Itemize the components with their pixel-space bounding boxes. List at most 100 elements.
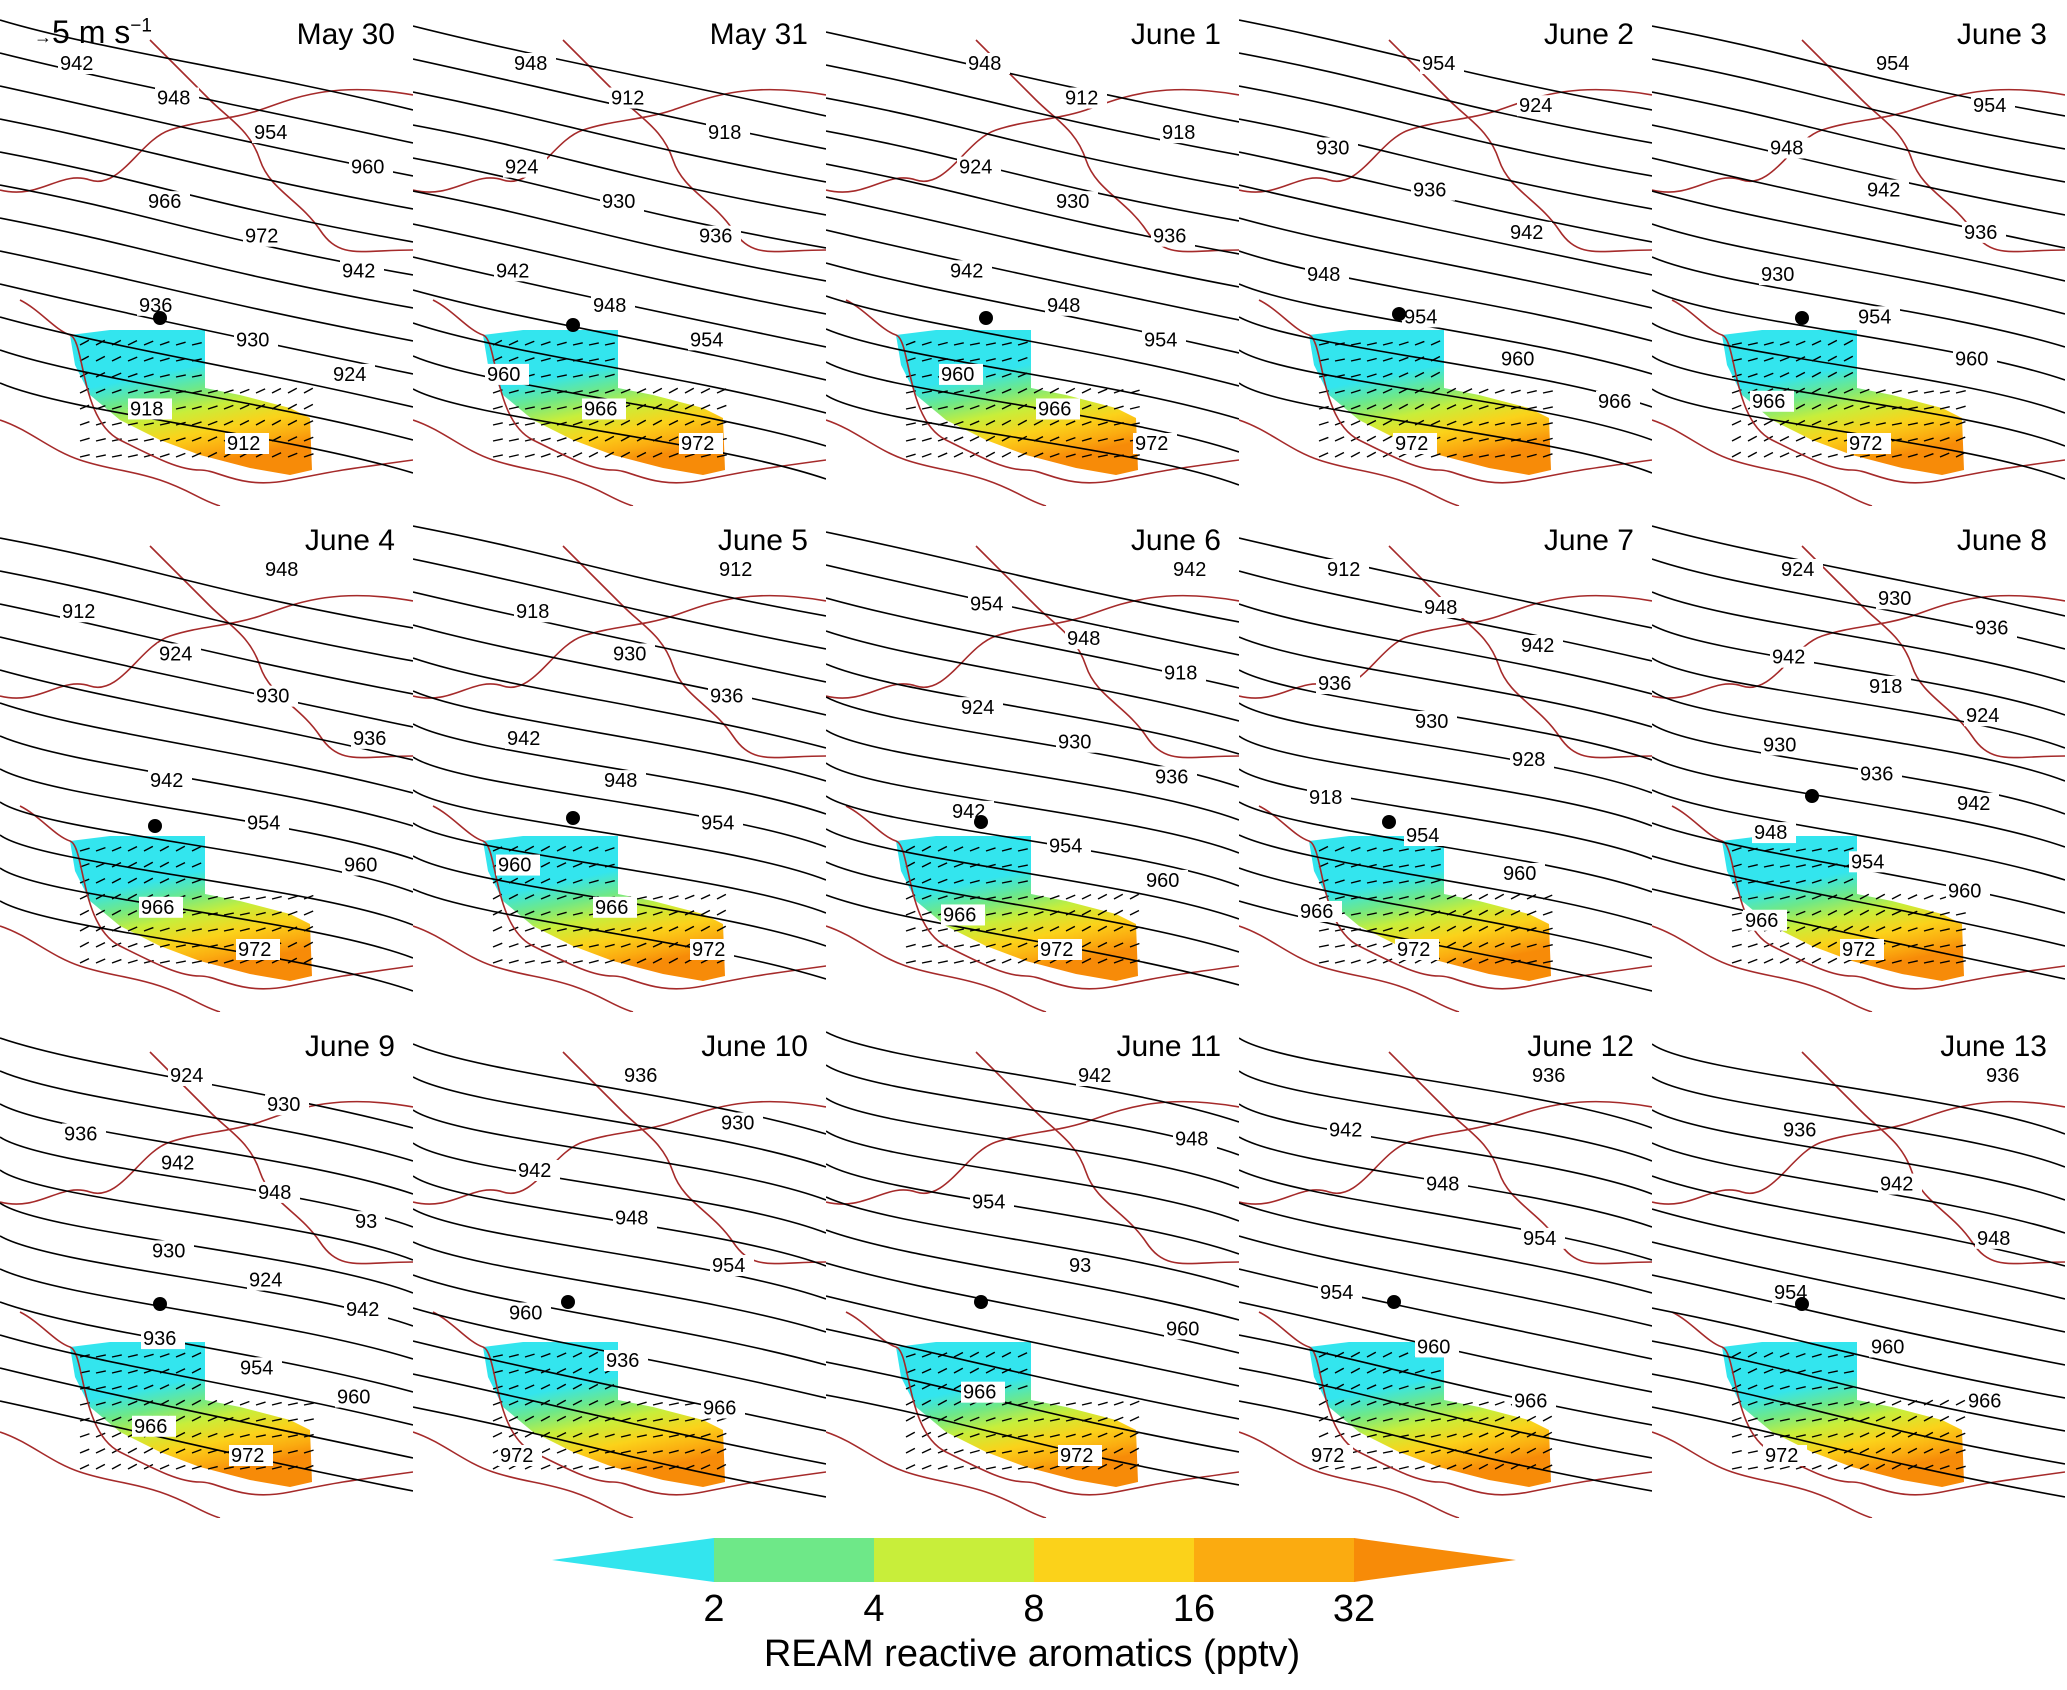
contour-label: 948 xyxy=(593,295,626,317)
contour-label-bg xyxy=(622,1065,666,1086)
contour-label-bg xyxy=(1171,559,1215,580)
contour-label-bg xyxy=(141,1328,185,1350)
contour-label-bg xyxy=(1307,787,1351,808)
contour-label: 936 xyxy=(64,1123,97,1145)
colorbar-tick-4: 4 xyxy=(863,1588,885,1630)
contour-label-bg xyxy=(1173,1128,1217,1150)
map-panel: 942 948 954 93 960 966 972 June 11 xyxy=(826,1012,1239,1518)
map-panel: 924 930 936 942 918 924 930 936 942 948 954 960 966 9… xyxy=(1652,506,2065,1012)
site-marker xyxy=(148,819,162,833)
contour-label: 942 xyxy=(1078,1065,1111,1087)
contour-label: 948 xyxy=(1770,137,1803,159)
contour-label-bg xyxy=(719,1112,763,1134)
contour-label: 936 xyxy=(699,226,732,248)
contour-label-bg xyxy=(1151,225,1195,247)
contour-label: 918 xyxy=(1162,122,1195,144)
contour-label-bg xyxy=(593,896,637,918)
contour-label-bg xyxy=(1953,348,1997,370)
contour-label-bg xyxy=(604,1350,648,1371)
contour-label-bg xyxy=(1517,95,1561,117)
contour-label-bg xyxy=(1975,1227,2019,1249)
contour-label-bg xyxy=(1422,597,1466,618)
contour-label-bg xyxy=(1955,792,1999,814)
aromatics-field xyxy=(1309,330,1551,475)
contour-label: 930 xyxy=(1058,732,1091,754)
contour-label-bg xyxy=(514,601,558,623)
map-panel: 948 912 918 924 930 936 942 948 954 960 966 972 June… xyxy=(826,0,1239,506)
panel-date: June 4 xyxy=(304,524,395,557)
contour-label: 942 xyxy=(1867,180,1900,202)
contour-label-bg xyxy=(1309,1445,1353,1466)
contour-label: 936 xyxy=(606,1350,639,1372)
map-panel: 954 954 948 942 936 930 954 960 966 972 June 3 xyxy=(1652,0,2065,506)
map-panel: 936 930 942 948 954 960 936 966 972 June 10 xyxy=(413,1012,826,1518)
contour-label-bg xyxy=(236,939,280,960)
contour-label: 954 xyxy=(1858,306,1891,328)
site-marker xyxy=(1795,1297,1809,1311)
contour-label: 942 xyxy=(60,53,93,75)
contour-label: 936 xyxy=(1413,180,1446,202)
contour-label: 942 xyxy=(1957,793,1990,815)
map-canvas: 954 924 930 936 942 948 954 960 966 972 xyxy=(1239,19,1652,506)
contour-label: 972 xyxy=(1397,939,1430,961)
geopotential-contours xyxy=(413,25,826,480)
geopotential-contours xyxy=(1239,537,1652,992)
contour-label-bg xyxy=(1325,559,1369,580)
contour-label-bg xyxy=(335,1386,379,1408)
contour-label: 942 xyxy=(150,770,183,792)
aromatics-field xyxy=(1722,330,1964,475)
contour-label: 924 xyxy=(959,157,992,179)
contour-label: 948 xyxy=(1426,1174,1459,1196)
vector-scale-label: 5 m s xyxy=(52,14,131,50)
contour-label: 942 xyxy=(1521,635,1554,657)
contour-label-bg xyxy=(1752,822,1796,844)
contour-label-bg xyxy=(507,1302,551,1324)
contour-label-bg xyxy=(1420,53,1464,74)
contour-label: 912 xyxy=(1065,88,1098,110)
contour-label-bg xyxy=(342,854,386,876)
contour-label: 972 xyxy=(500,1445,533,1467)
contour-label: 954 xyxy=(247,812,280,834)
contour-label: 942 xyxy=(950,260,983,282)
contour-label: 972 xyxy=(1135,433,1168,455)
contour-label-bg xyxy=(1056,731,1100,753)
contour-label-bg xyxy=(1856,306,1900,328)
contour-label-bg xyxy=(717,559,761,580)
panel-date: June 6 xyxy=(1130,524,1221,557)
contour-label: 966 xyxy=(1745,910,1778,932)
contour-label-bg xyxy=(159,1152,203,1174)
contour-label: 960 xyxy=(1146,870,1179,892)
contour-label-bg xyxy=(1876,588,1920,610)
contour-label: 972 xyxy=(1842,939,1875,961)
contour-label-bg xyxy=(1530,1065,1574,1086)
country-borders xyxy=(413,1051,826,1518)
contour-label-bg xyxy=(1038,939,1082,960)
site-marker xyxy=(1795,311,1809,325)
contour-label: 954 xyxy=(1973,95,2006,117)
wind-vectors xyxy=(1318,845,1553,964)
contour-label: 960 xyxy=(1948,881,1981,903)
contour-label-bg xyxy=(1047,835,1091,857)
contour-label-bg xyxy=(941,904,985,926)
site-marker xyxy=(1805,789,1819,803)
map-panel: 942 948 954 960 966 972 942 936 930 924 918 912 May … xyxy=(0,0,413,506)
contour-label: 966 xyxy=(943,904,976,926)
map-canvas: 936 942 948 954 954 960 966 972 xyxy=(1239,1037,1652,1518)
contour-label: 972 xyxy=(681,433,714,455)
contour-label: 972 xyxy=(692,939,725,961)
contour-label: 936 xyxy=(1986,1065,2019,1087)
contour-label-bg xyxy=(966,53,1010,74)
contour-label-bg xyxy=(706,122,750,144)
contour-label-bg xyxy=(1160,122,1204,144)
country-borders xyxy=(1652,39,2065,506)
map-panel: 954 924 930 936 942 948 954 960 966 972 June 2 xyxy=(1239,0,1652,506)
contour-label-bg xyxy=(1869,1336,1913,1358)
contour-label-bg xyxy=(1743,909,1787,931)
map-canvas: 954 954 948 942 936 930 954 960 966 972 xyxy=(1652,25,2065,506)
contour-label-bg xyxy=(344,1298,388,1320)
contour-label: 954 xyxy=(701,812,734,834)
contour-label: 954 xyxy=(1422,53,1455,75)
contour-label-bg xyxy=(252,122,296,144)
contour-label: 954 xyxy=(970,594,1003,616)
contour-label: 948 xyxy=(615,1208,648,1230)
